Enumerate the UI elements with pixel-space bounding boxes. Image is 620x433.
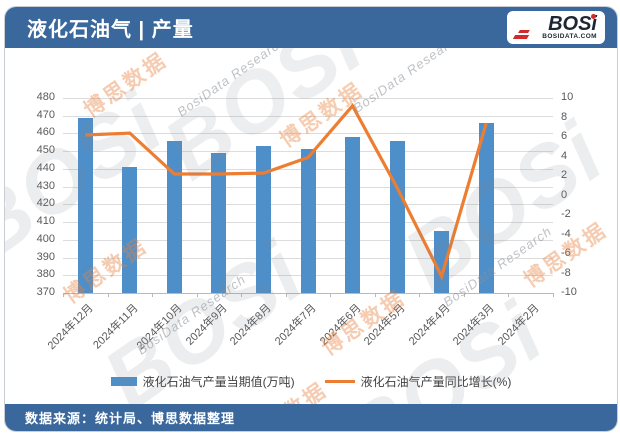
y-tick-label-left: 460 [36,126,55,139]
y-tick-label-left: 470 [36,108,55,121]
header-bar: 液化石油气 | 产量 BOSi BOSIDATA.COM [5,7,617,48]
x-axis-tick [63,293,64,297]
bar-series-swatch [110,377,137,386]
y-tick-label-left: 380 [36,268,55,281]
bar [345,137,361,293]
y-tick-label-right: 2 [561,169,568,181]
x-axis-tick [463,293,465,297]
y-tick-label-right: 8 [561,110,568,123]
x-axis-tick [419,293,421,297]
y-tick-label-right: 4 [561,149,568,162]
y-tick-label-right: 0 [561,188,568,201]
growth-line-svg [85,103,488,281]
data-source: 数据来源：统计局、博思数据整理 [25,411,236,426]
bar [434,230,450,293]
y-tick-label-left: 390 [36,250,55,263]
plot-area: 2024年12月 2024年11月 2024年10月 2024年9月 2024年8月 20… [46,98,554,352]
bar-series-label: 液化石油气产量当期值(万吨) [142,375,295,389]
y-tick-label-right: -2 [561,208,571,220]
logo-red-dot-icon [591,14,596,19]
page-title: 液化石油气 | 产量 [27,19,194,41]
bar [211,152,227,293]
y-tick-label-right: 6 [561,130,568,142]
y-tick-label-right: -8 [561,266,571,279]
x-axis-tick [107,293,109,297]
y-tick-label-left: 410 [36,215,55,228]
x-axis-tick [553,293,554,297]
x-axis-tick [330,293,332,297]
gridline [63,133,553,135]
logo-stripe-icon [512,35,530,39]
bar [255,145,271,293]
y-tick-label-left: 480 [36,91,55,103]
x-axis-tick [241,293,243,297]
legend-item-production: 液化石油气产量当期值(万吨) [110,373,295,390]
bosi-logo: BOSi BOSIDATA.COM [507,11,605,44]
y-tick-label-left: 420 [36,197,55,210]
x-axis-tick [374,293,376,297]
logo-wordmark: BOSi [548,13,597,35]
bar [77,117,93,293]
legend: 液化石油气产量当期值(万吨) 液化石油气产量同比增长(%) [5,373,617,390]
y-tick-label-left: 440 [36,161,55,174]
y-tick-label-left: 450 [36,144,55,157]
y-tick-label-right: -4 [561,227,571,240]
logo-stripe-icon [518,30,530,33]
bar [300,149,316,293]
bar [166,140,182,293]
footer-bar: 数据来源：统计局、博思数据整理 [5,404,617,431]
x-axis-tick [196,293,198,297]
line-series-swatch [324,379,355,384]
report-card: BOSi BOSi BOSi BOSi BOSi 博思数据 博思数据 博思数据 博思数据 博思数据… [4,6,618,432]
bar [122,167,138,293]
legend-item-growth: 液化石油气产量同比增长(%) [324,373,512,390]
logo-domain: BOSIDATA.COM [542,33,597,40]
y-tick-label-right: -10 [561,286,577,298]
y-tick-label-left: 400 [36,232,55,245]
x-axis-tick [152,293,154,297]
y-tick-label-left: 370 [36,286,55,298]
gridline [63,98,553,99]
gridline [63,115,553,117]
line-series-label: 液化石油气产量同比增长(%) [360,375,512,389]
y-tick-label-right: -6 [561,247,571,259]
x-axis-tick [285,293,287,297]
y-tick-label-right: 10 [561,91,574,103]
x-axis-tick [508,293,510,297]
growth-line [85,103,488,281]
chart-area: 2024年12月 2024年11月 2024年10月 2024年9月 2024年8月 20… [5,48,617,404]
bar [478,122,494,293]
y-tick-label-left: 430 [36,179,55,192]
